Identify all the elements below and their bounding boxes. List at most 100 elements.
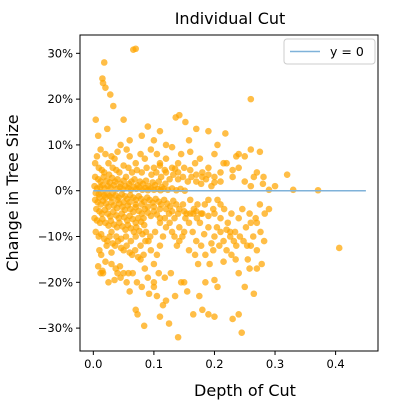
scatter-point <box>102 84 109 91</box>
scatter-point <box>100 59 108 66</box>
scatter-point <box>174 169 182 176</box>
scatter-point <box>205 224 212 231</box>
scatter-point <box>99 267 106 275</box>
scatter-point <box>258 260 266 268</box>
scatter-point <box>174 159 182 167</box>
chart-title: Individual Cut <box>175 9 286 28</box>
scatter-point <box>108 260 115 268</box>
scatter-point <box>232 256 239 263</box>
scatter-point <box>191 251 199 259</box>
scatter-point <box>260 173 267 181</box>
scatter-point <box>105 159 112 167</box>
scatter-point <box>150 203 158 211</box>
scatter-point <box>206 260 213 268</box>
scatter-point <box>211 173 218 181</box>
scatter-point <box>241 153 249 160</box>
scatter-point <box>211 179 218 186</box>
scatter-point <box>137 242 144 249</box>
scatter-point <box>199 306 206 314</box>
scatter-point <box>155 178 163 185</box>
scatter-point <box>239 205 246 213</box>
scatter-point <box>174 210 182 217</box>
scatter-point <box>180 228 188 236</box>
scatter-point <box>150 283 158 291</box>
scatter-point <box>153 292 161 300</box>
scatter-point <box>108 153 115 160</box>
scatter-point <box>162 141 170 149</box>
scatter-point <box>205 196 212 204</box>
scatter-point <box>161 214 169 222</box>
scatter-point <box>145 290 153 298</box>
scatter-point <box>217 169 224 176</box>
scatter-point <box>179 201 187 208</box>
scatter-point <box>217 214 224 222</box>
scatter-point <box>205 212 212 220</box>
scatter-point <box>172 114 179 121</box>
scatter-point <box>176 224 183 231</box>
scatter-point <box>108 228 115 236</box>
scatter-point <box>241 178 249 185</box>
scatter-point <box>193 214 201 222</box>
scatter-point <box>131 175 138 183</box>
scatter-point <box>177 150 185 158</box>
scatter-point <box>265 205 273 213</box>
scatter-point <box>117 274 124 282</box>
scatter-point <box>133 279 141 286</box>
legend: y = 0 <box>283 38 376 65</box>
scatter-point <box>271 182 279 190</box>
x-tick-label: 0.2 <box>205 357 223 371</box>
scatter-point <box>238 329 246 336</box>
scatter-point <box>166 175 173 183</box>
y-tick-label: −10% <box>38 230 73 244</box>
scatter-point <box>116 169 123 176</box>
scatter-point <box>156 205 164 213</box>
scatter-point <box>116 262 124 270</box>
scatter-point <box>265 186 273 194</box>
scatter-point <box>162 155 170 162</box>
scatter-point <box>159 233 167 240</box>
scatter-point <box>235 214 242 222</box>
scatter-point <box>211 233 218 240</box>
scatter-point <box>132 233 140 240</box>
scatter-point <box>223 226 230 233</box>
scatter-point <box>162 297 170 304</box>
scatter-point <box>247 146 255 153</box>
scatter-point <box>202 251 209 259</box>
scatter-point <box>253 246 261 254</box>
scatter-point <box>199 173 206 181</box>
scatter-point <box>235 269 242 277</box>
scatter-point <box>103 242 110 249</box>
y-tick-label: 20% <box>47 92 73 106</box>
scatter-point <box>184 178 192 185</box>
scatter-point <box>156 159 164 167</box>
scatter-point <box>162 205 170 213</box>
scatter-point <box>186 210 194 217</box>
scatter-point <box>216 242 223 249</box>
scatter-point <box>151 228 159 236</box>
scatter-point <box>131 246 139 254</box>
scatter-point <box>140 214 147 222</box>
scatter-point <box>168 164 176 172</box>
scatter-point <box>138 132 146 140</box>
scatter-point <box>132 159 140 167</box>
scatter-point <box>228 210 235 217</box>
scatter-point <box>156 313 164 320</box>
scatter-point <box>106 91 114 98</box>
scatter-point <box>120 198 127 206</box>
scatter-point <box>253 265 261 272</box>
scatter-point <box>92 116 100 124</box>
scatter-point <box>140 251 147 259</box>
scatter-point <box>213 224 221 231</box>
x-axis-label: Depth of Cut <box>194 381 296 400</box>
scatter-point <box>236 233 244 240</box>
scatter-point <box>335 244 343 252</box>
scatter-point <box>94 262 102 270</box>
scatter-point <box>217 228 224 236</box>
scatter-point <box>252 214 259 222</box>
scatter-point <box>222 130 229 137</box>
scatter-point <box>183 288 191 295</box>
scatter-point <box>189 311 197 318</box>
scatter-point <box>261 210 269 217</box>
scatter-point <box>228 251 235 259</box>
